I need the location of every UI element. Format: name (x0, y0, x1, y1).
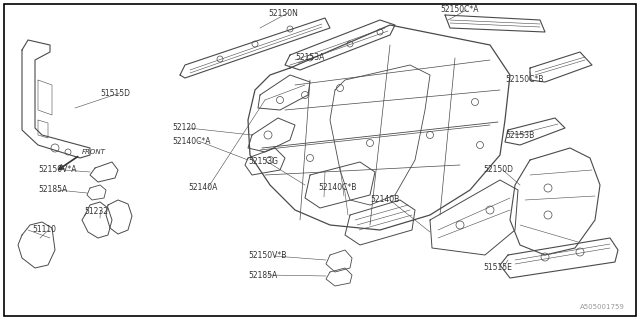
Text: 52120: 52120 (172, 124, 196, 132)
Text: 51110: 51110 (32, 226, 56, 235)
Text: 52140B: 52140B (370, 196, 399, 204)
Text: 52140A: 52140A (188, 183, 218, 193)
Text: 52150D: 52150D (483, 165, 513, 174)
Text: 52153A: 52153A (295, 52, 324, 61)
Text: 52150C*A: 52150C*A (440, 5, 479, 14)
Text: 52140C*A: 52140C*A (172, 137, 211, 146)
Text: 52185A: 52185A (38, 186, 67, 195)
Text: FRONT: FRONT (82, 149, 106, 155)
Text: 52150V*B: 52150V*B (248, 252, 286, 260)
Text: 51515D: 51515D (100, 89, 130, 98)
Text: 51515E: 51515E (483, 263, 512, 273)
Text: 52150C*B: 52150C*B (505, 76, 543, 84)
Text: 52150V*A: 52150V*A (38, 165, 77, 174)
Text: A505001759: A505001759 (580, 304, 625, 310)
Text: 52140C*B: 52140C*B (318, 183, 356, 193)
Text: 52150N: 52150N (268, 9, 298, 18)
Text: 51232: 51232 (84, 206, 108, 215)
Text: 52153B: 52153B (505, 131, 534, 140)
Text: 52153G: 52153G (248, 157, 278, 166)
Text: 52185A: 52185A (248, 270, 277, 279)
